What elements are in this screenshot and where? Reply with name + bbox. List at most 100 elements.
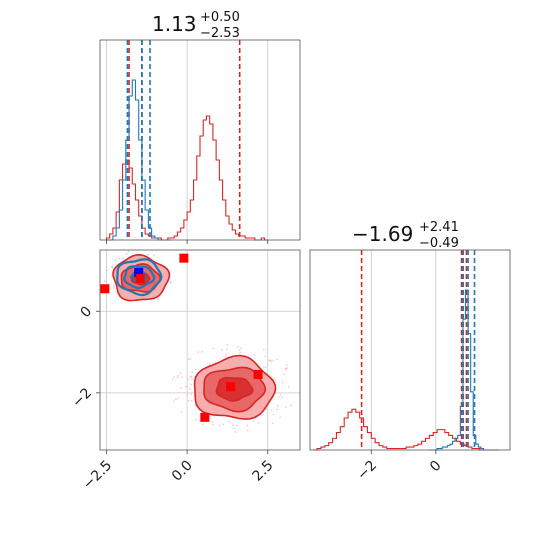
sample-point (168, 280, 171, 283)
sample-point (285, 368, 287, 371)
sample-point (189, 357, 192, 360)
sample-point (187, 358, 190, 361)
histogram-blue-param2 (429, 289, 492, 451)
sample-point (224, 353, 227, 356)
sample-point (272, 413, 275, 416)
sample-point (118, 257, 121, 260)
sample-point (177, 397, 180, 400)
sample-point (227, 420, 230, 423)
tick-label-x-param1: −2.5 (80, 458, 115, 493)
histogram-param2-panel (309, 249, 511, 454)
sample-point (272, 359, 275, 362)
sample-point (225, 348, 228, 351)
sample-point (125, 253, 128, 256)
sample-point (169, 281, 172, 284)
marker-square-red (200, 412, 210, 422)
sample-point (277, 396, 280, 399)
sample-point (176, 376, 179, 379)
marker-square-red (100, 284, 110, 294)
sample-point (190, 375, 193, 378)
sample-point (103, 280, 106, 283)
sample-point (195, 418, 198, 421)
sample-point (222, 423, 225, 426)
marker-square-red (179, 253, 189, 263)
sample-point (214, 361, 217, 364)
tick-label-x-param1: 2.5 (250, 458, 277, 485)
sample-point (290, 404, 293, 407)
sample-point (173, 376, 176, 379)
sample-point (211, 421, 214, 423)
sample-point (113, 284, 115, 287)
sample-point (208, 362, 211, 364)
sample-point (114, 259, 117, 262)
sample-point (285, 363, 288, 366)
sample-point (280, 393, 282, 396)
sample-point (221, 349, 223, 351)
sample-point (240, 347, 242, 350)
sample-point (281, 381, 284, 384)
sample-point (186, 393, 189, 396)
sample-point (179, 372, 182, 375)
sample-point (264, 366, 267, 368)
sample-point (181, 376, 184, 379)
sample-point (276, 405, 279, 407)
sample-point (175, 398, 177, 401)
histogram-red-param1 (105, 115, 268, 241)
sample-point (252, 420, 255, 423)
sample-point (268, 359, 271, 362)
sample-point (188, 388, 191, 391)
sample-point (218, 424, 221, 427)
sample-point (270, 360, 273, 363)
sample-point (274, 378, 276, 381)
sample-point (263, 366, 265, 369)
marker-square-red (226, 382, 236, 392)
sample-point (190, 393, 193, 396)
sample-point (177, 374, 180, 377)
sample-point (152, 254, 155, 257)
sample-point (190, 383, 193, 386)
sample-point (187, 399, 190, 402)
sample-point (238, 349, 241, 352)
sample-point (276, 408, 279, 411)
sample-point (226, 344, 229, 346)
sample-point (111, 265, 113, 268)
contour-blue (123, 265, 156, 290)
sample-point (276, 358, 279, 361)
sample-point (271, 422, 274, 425)
sample-point (113, 286, 115, 289)
sample-point (211, 423, 214, 426)
sample-point (186, 378, 189, 381)
sample-point (239, 352, 242, 354)
sample-point (127, 250, 130, 253)
sample-point (285, 406, 287, 409)
histogram-red-param2 (313, 408, 500, 451)
histogram-param1-panel (99, 39, 301, 244)
sample-point (212, 347, 215, 350)
tick-label-x-param2: 0 (427, 458, 445, 476)
2d-frame (99, 249, 301, 451)
sample-point (190, 399, 193, 402)
sample-point (234, 431, 237, 433)
sample-point (195, 368, 197, 371)
sample-point (201, 423, 204, 426)
joint-2d-panel (96, 249, 301, 454)
sample-point (246, 429, 249, 432)
sample-point (157, 298, 159, 300)
sample-point (146, 253, 149, 256)
tick-label-y-2d: −2 (69, 385, 95, 411)
marker-square-red (135, 274, 145, 284)
sample-point (262, 348, 265, 351)
sample-point (224, 355, 227, 358)
marker-square-blue (134, 267, 144, 277)
sample-point (180, 411, 183, 413)
sample-point (185, 385, 187, 388)
sample-point (180, 387, 182, 390)
sample-point (172, 400, 175, 403)
sample-point (265, 408, 268, 410)
sample-point (270, 409, 273, 412)
sample-point (171, 378, 174, 381)
sample-point (105, 269, 108, 272)
title-param1-median: 1.13 (152, 12, 197, 36)
sample-point (233, 427, 235, 430)
